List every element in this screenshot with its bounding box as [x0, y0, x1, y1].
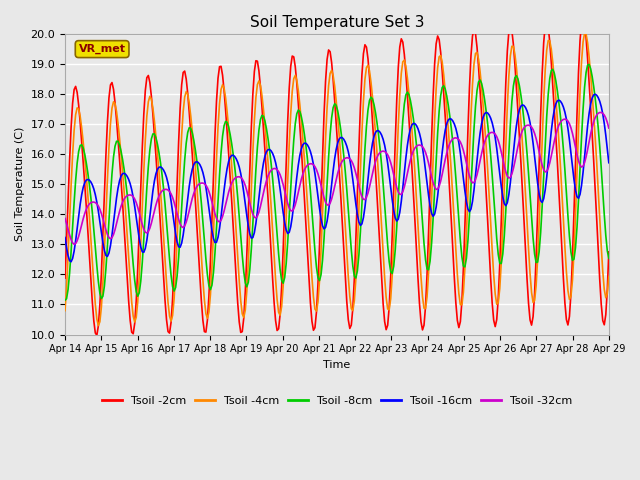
- X-axis label: Time: Time: [323, 360, 351, 370]
- Y-axis label: Soil Temperature (C): Soil Temperature (C): [15, 127, 25, 241]
- Title: Soil Temperature Set 3: Soil Temperature Set 3: [250, 15, 424, 30]
- Text: VR_met: VR_met: [79, 44, 125, 54]
- Legend: Tsoil -2cm, Tsoil -4cm, Tsoil -8cm, Tsoil -16cm, Tsoil -32cm: Tsoil -2cm, Tsoil -4cm, Tsoil -8cm, Tsoi…: [97, 391, 577, 410]
